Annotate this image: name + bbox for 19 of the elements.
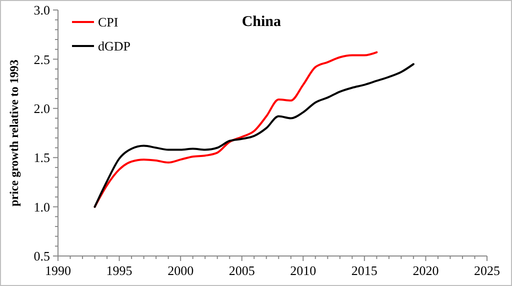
x-tick-label: 2000 [168, 263, 194, 278]
y-tick-label: 0.5 [34, 248, 50, 264]
y-tick-label: 1.5 [34, 150, 50, 166]
x-tick-label: 1995 [106, 263, 132, 278]
x-tick-label: 2005 [228, 263, 255, 278]
legend-label: dGDP [98, 38, 131, 54]
y-axis-title: price growth relative to 1993 [7, 60, 21, 206]
y-tick-label: 1.0 [34, 199, 50, 214]
y-tick-label: 2.0 [34, 100, 50, 116]
x-tick-label: 2015 [351, 263, 378, 278]
chart-title: China [242, 14, 282, 30]
x-tick-label: 2025 [474, 263, 500, 278]
y-tick-label: 3.0 [34, 2, 50, 18]
line-series [94, 63, 414, 208]
legend-label: CPI [98, 14, 118, 30]
x-tick-label: 1990 [45, 263, 71, 278]
x-tick-label: 2020 [412, 263, 439, 278]
y-tick-label: 2.5 [34, 52, 50, 67]
x-tick-label: 2010 [290, 263, 316, 278]
